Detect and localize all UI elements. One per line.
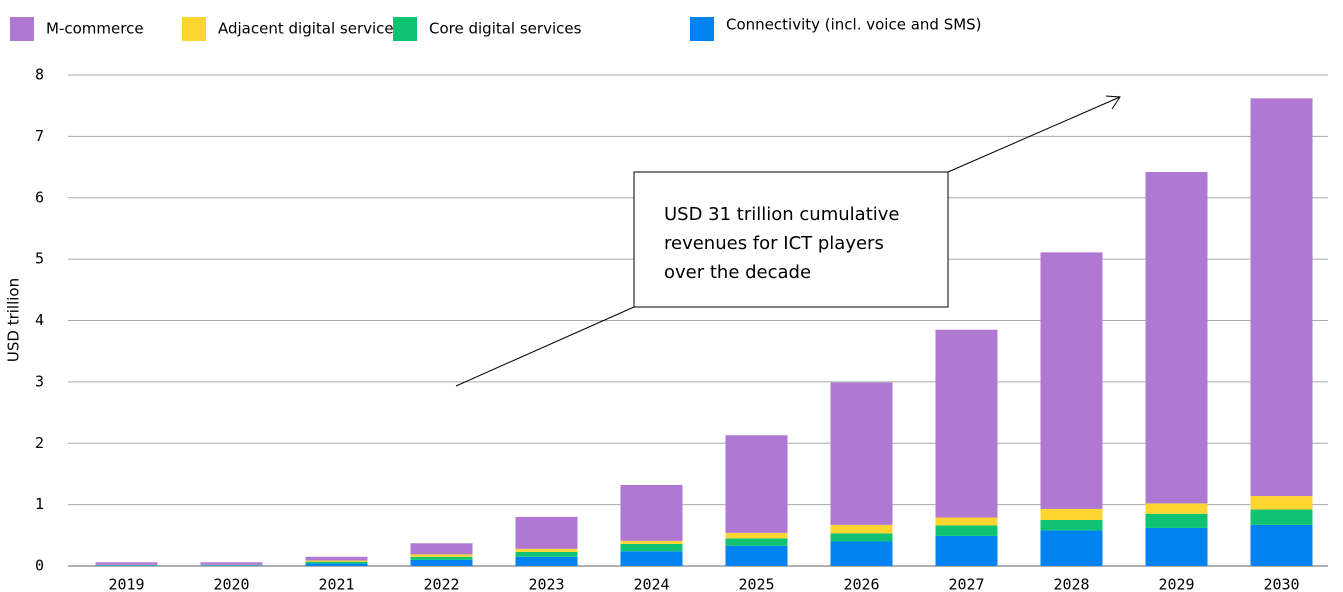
bar-segment	[1250, 496, 1313, 510]
x-tick-label: 2025	[738, 576, 774, 592]
bar-segment	[1145, 527, 1208, 566]
bar-segment	[1040, 519, 1103, 531]
y-tick-label: 1	[35, 495, 44, 513]
x-tick-label: 2028	[1053, 576, 1089, 592]
x-tick-label: 2023	[528, 576, 564, 592]
bar-segment	[1040, 508, 1103, 520]
y-axis-label: USD trillion	[5, 278, 23, 362]
bar-segment	[515, 516, 578, 549]
bar-segment	[305, 561, 368, 564]
bar-segment	[1040, 530, 1103, 566]
bar-segment	[620, 551, 683, 566]
x-tick-label: 2026	[843, 576, 879, 592]
bar-segment	[830, 382, 893, 525]
bar-segment	[935, 525, 998, 536]
bar-segment	[830, 524, 893, 534]
x-tick-label: 2029	[1158, 576, 1194, 592]
y-tick-label: 5	[35, 250, 44, 268]
bar-segment	[410, 554, 473, 557]
x-tick-label: 2030	[1263, 576, 1299, 592]
legend-label: Adjacent digital services	[218, 20, 402, 38]
bar-segment	[1250, 98, 1313, 497]
bar-segment	[830, 541, 893, 566]
y-tick-label: 6	[35, 188, 44, 206]
bar-segment	[410, 559, 473, 566]
annotation-box	[633, 171, 949, 308]
bar-segment	[935, 517, 998, 526]
annotation-text: USD 31 trillion cumulative	[664, 204, 899, 225]
x-tick-label: 2019	[108, 576, 144, 592]
bar-segment	[1145, 503, 1208, 514]
bar-segment	[1250, 524, 1313, 566]
y-tick-label: 2	[35, 434, 44, 452]
bar-segment	[1145, 171, 1208, 504]
legend-label: Core digital services	[429, 20, 582, 38]
bar-segment	[410, 556, 473, 560]
bar-segment	[620, 540, 683, 544]
annotation-line	[455, 306, 635, 387]
y-tick-label: 7	[35, 127, 44, 145]
x-tick-label: 2027	[948, 576, 984, 592]
bar-segment	[515, 556, 578, 566]
bar-segment	[830, 533, 893, 542]
bar-segment	[200, 562, 263, 565]
bar-segment	[1040, 252, 1103, 509]
bar-segment	[935, 535, 998, 566]
y-tick-label: 0	[35, 557, 44, 575]
legend-swatch	[393, 17, 417, 41]
arrow-head	[1105, 95, 1121, 110]
bar-segment	[515, 551, 578, 557]
bar-segment	[1145, 513, 1208, 528]
annotation-text: revenues for ICT players	[664, 233, 884, 254]
legend-swatch	[10, 17, 34, 41]
annotation-text: over the decade	[664, 262, 811, 283]
x-tick-label: 2021	[318, 576, 354, 592]
legend-swatch	[690, 17, 714, 41]
bar-segment	[305, 563, 368, 566]
bar-segment	[725, 532, 788, 539]
bar-segment	[725, 435, 788, 533]
bar-segment	[200, 565, 263, 566]
legend-swatch	[182, 17, 206, 41]
bar-segment	[620, 484, 683, 541]
bar-segment	[95, 565, 158, 566]
y-tick-label: 8	[35, 66, 44, 84]
x-tick-label: 2024	[633, 576, 669, 592]
bar-segment	[95, 562, 158, 565]
y-tick-label: 3	[35, 372, 44, 390]
annotation-arrow	[947, 96, 1121, 173]
x-tick-label: 2020	[213, 576, 249, 592]
bar-segment	[725, 538, 788, 546]
x-tick-label: 2022	[423, 576, 459, 592]
bar-segment	[620, 543, 683, 552]
bar-segment	[305, 556, 368, 561]
bar-segment	[515, 548, 578, 552]
bar-segment	[410, 543, 473, 555]
bar-segment	[725, 545, 788, 566]
bar-segment	[1250, 509, 1313, 525]
legend-label: Connectivity (incl. voice and SMS)	[726, 16, 982, 34]
legend-label: M-commerce	[46, 20, 144, 38]
bar-segment	[935, 329, 998, 518]
bar-segment	[305, 560, 368, 562]
y-tick-label: 4	[35, 311, 44, 329]
